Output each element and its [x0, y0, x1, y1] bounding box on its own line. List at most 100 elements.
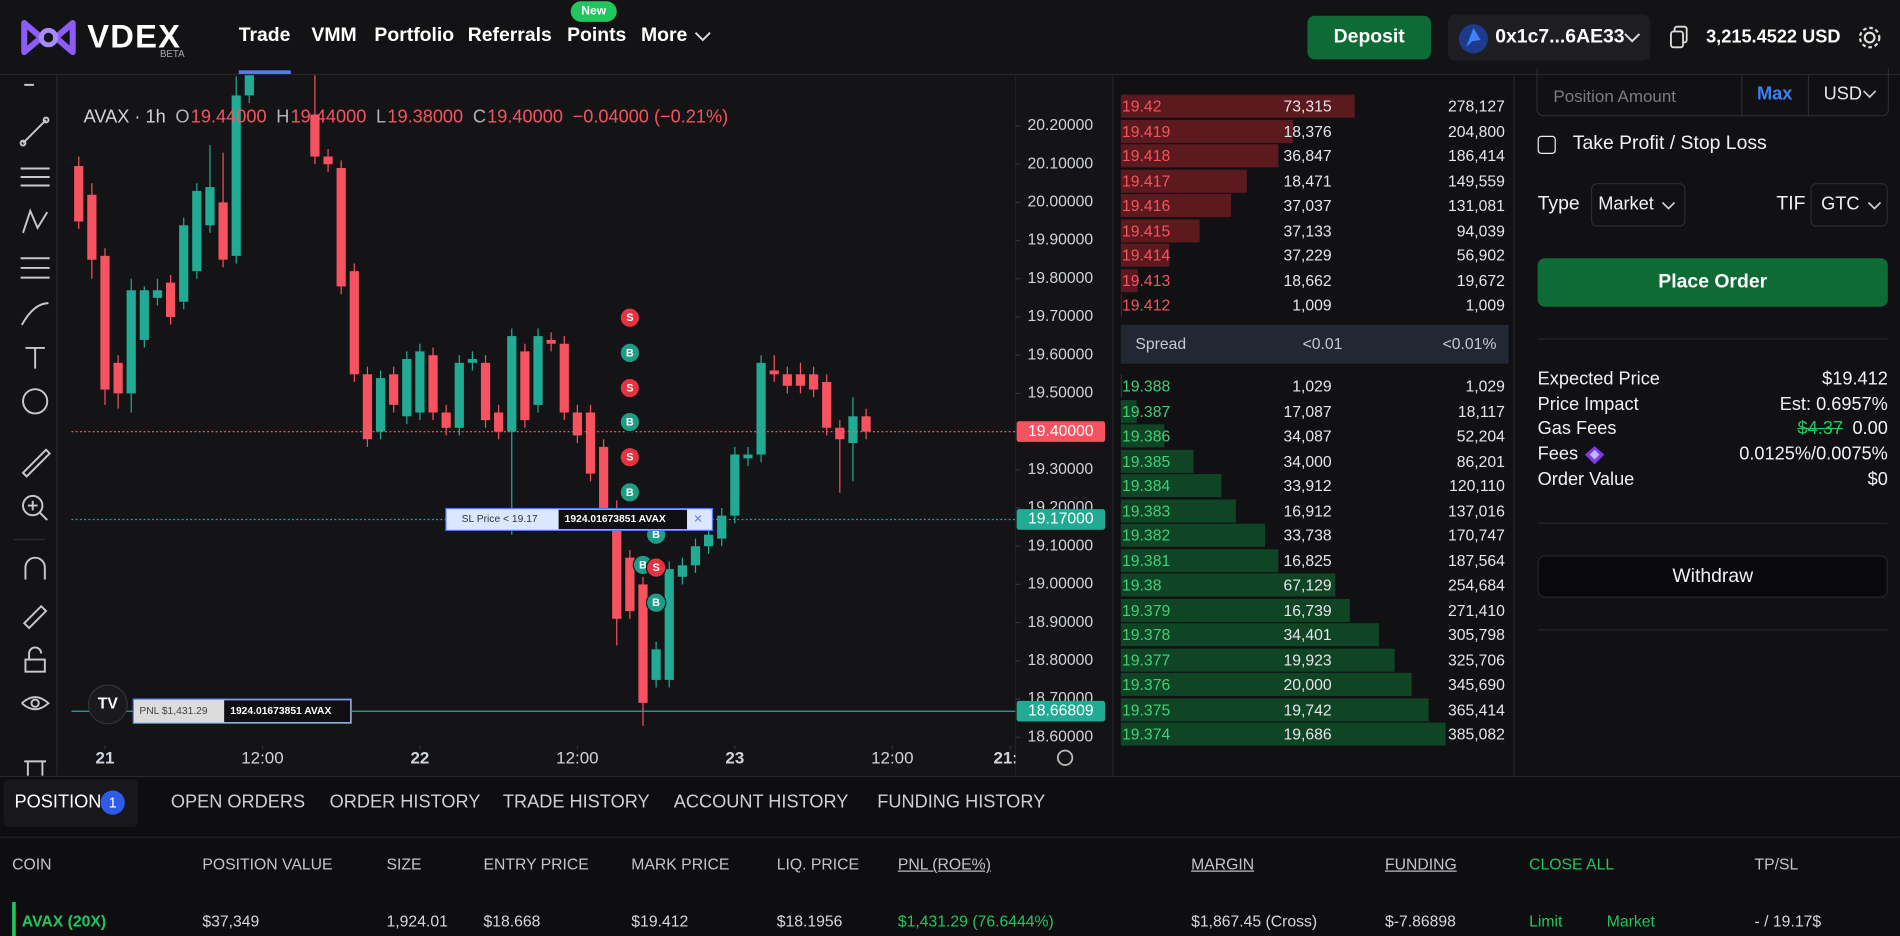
book-size: 16,825 — [1283, 551, 1332, 570]
tab-badge: 1 — [100, 790, 125, 815]
currency-select[interactable]: USD — [1823, 83, 1862, 105]
depth-bar — [1120, 399, 1137, 423]
candle-body — [835, 427, 845, 440]
depth-bar — [1120, 293, 1122, 317]
legend-key: H — [276, 106, 289, 126]
book-total: 149,559 — [1447, 171, 1505, 190]
nav-link[interactable]: VMM — [311, 25, 357, 47]
summary-value: $19.412 — [1822, 368, 1888, 390]
position-tab[interactable]: TRADE HISTORY — [502, 791, 650, 813]
legend-key: C — [473, 106, 486, 126]
tif-select[interactable] — [1810, 183, 1888, 227]
book-total: 254,684 — [1447, 575, 1505, 595]
trade-marker — [619, 307, 641, 329]
legend-symbol: AVAX · 1h — [84, 106, 166, 126]
book-price: 19.382 — [1122, 526, 1171, 545]
book-size: 73,315 — [1283, 96, 1332, 116]
table-cell[interactable]: Limit — [1529, 911, 1563, 930]
max-button[interactable]: Max — [1756, 83, 1793, 105]
candle-body — [795, 374, 806, 386]
book-total: 120,110 — [1449, 476, 1505, 495]
tpsl-checkbox[interactable] — [1537, 135, 1556, 154]
sl-tag-qty-box — [558, 509, 688, 530]
summary-label: Expected Price — [1537, 368, 1660, 390]
gas-fee-old: $4.37 — [1797, 418, 1843, 439]
nav-link[interactable]: Referrals — [467, 25, 552, 47]
wallet-button[interactable]: 0x1c7...6AE33 — [1447, 14, 1651, 61]
trade-marker-label: S — [652, 562, 659, 574]
table-header[interactable]: CLOSE ALL — [1529, 854, 1615, 873]
trade-marker-label: S — [626, 383, 633, 395]
candle-body — [349, 271, 359, 375]
nav-link[interactable]: Points — [567, 25, 627, 47]
table-header[interactable]: PNL (ROE%) — [897, 854, 991, 873]
candle-body — [690, 546, 701, 566]
amount-input[interactable] — [1536, 67, 1890, 117]
sl-tag-label: SL Price < 19.17 — [462, 514, 538, 525]
trade-marker — [619, 411, 641, 433]
x-tick-label: 21 — [96, 748, 115, 767]
settings-icon[interactable] — [1858, 25, 1882, 49]
nav-link[interactable]: Portfolio — [374, 25, 455, 47]
book-size: 18,471 — [1283, 171, 1332, 190]
position-tab[interactable]: FUNDING HISTORY — [877, 791, 1046, 813]
candle-body — [454, 362, 464, 428]
position-tab[interactable]: OPEN ORDERS — [170, 791, 306, 813]
x-tick-label: 12:00 — [241, 748, 283, 767]
nav-link[interactable]: Trade — [238, 25, 291, 47]
candle-body — [717, 515, 727, 539]
candle-body — [323, 156, 333, 165]
book-size: 16,912 — [1283, 501, 1332, 520]
depth-bar — [1120, 573, 1336, 597]
withdraw-button[interactable]: Withdraw — [1537, 555, 1888, 598]
candle-body — [375, 378, 386, 432]
legend-value: 19.38000 — [387, 106, 463, 126]
depth-bar — [1120, 218, 1200, 242]
depth-bar — [1120, 548, 1279, 572]
book-size: 19,686 — [1283, 725, 1332, 744]
candle-body — [165, 282, 176, 317]
place-order-button[interactable]: Place Order — [1537, 258, 1888, 307]
summary-value: 0.0125%/0.0075% — [1739, 443, 1888, 465]
book-size: 37,037 — [1283, 196, 1332, 215]
x-tick-label: 22 — [410, 748, 429, 767]
type-select[interactable] — [1590, 183, 1686, 227]
spread-row: Spread <0.01 <0.01% — [1120, 324, 1509, 364]
nav-link[interactable]: More — [640, 25, 688, 47]
candle-body — [74, 166, 84, 222]
toolbar-icons — [19, 83, 52, 776]
candle-body — [625, 557, 635, 612]
candle-body — [782, 374, 792, 386]
tv-logo-mark: TV — [98, 696, 119, 713]
sl-tag-close[interactable]: × — [694, 511, 702, 527]
spread-value: <0.01 — [1302, 334, 1343, 353]
pnl-tag-qty-box — [224, 700, 351, 723]
candle-body — [310, 114, 320, 157]
candle-body — [756, 362, 766, 455]
book-total: 18,117 — [1457, 401, 1505, 421]
positions-panel — [0, 775, 1900, 936]
depth-bar — [1120, 144, 1278, 168]
table-cell[interactable]: Market — [1606, 911, 1655, 930]
deposit-button[interactable]: Deposit — [1307, 15, 1432, 60]
chart-settings[interactable] — [1056, 749, 1074, 766]
order-form — [1514, 75, 1900, 776]
position-tab[interactable]: POSITION — [14, 791, 102, 813]
book-size: 20,000 — [1283, 675, 1332, 694]
candle-body — [244, 75, 254, 96]
book-size: 1,009 — [1292, 295, 1332, 315]
book-total: 86,201 — [1456, 451, 1505, 470]
pnl-tag-label: PNL $1,431.29 — [139, 706, 208, 717]
position-tab[interactable]: ACCOUNT HISTORY — [673, 791, 849, 813]
price-line-tag — [1016, 421, 1106, 442]
book-price: 19.375 — [1122, 700, 1171, 719]
depth-bar — [1120, 94, 1356, 118]
fees-icon — [1584, 446, 1605, 465]
candle-body — [533, 336, 543, 405]
book-price: 19.383 — [1122, 501, 1171, 520]
position-tab[interactable]: ORDER HISTORY — [329, 791, 481, 813]
book-size: 1,029 — [1292, 377, 1332, 396]
table-header[interactable]: MARGIN — [1191, 854, 1255, 873]
table-header[interactable]: FUNDING — [1384, 854, 1457, 873]
book-total: 325,706 — [1447, 650, 1505, 669]
